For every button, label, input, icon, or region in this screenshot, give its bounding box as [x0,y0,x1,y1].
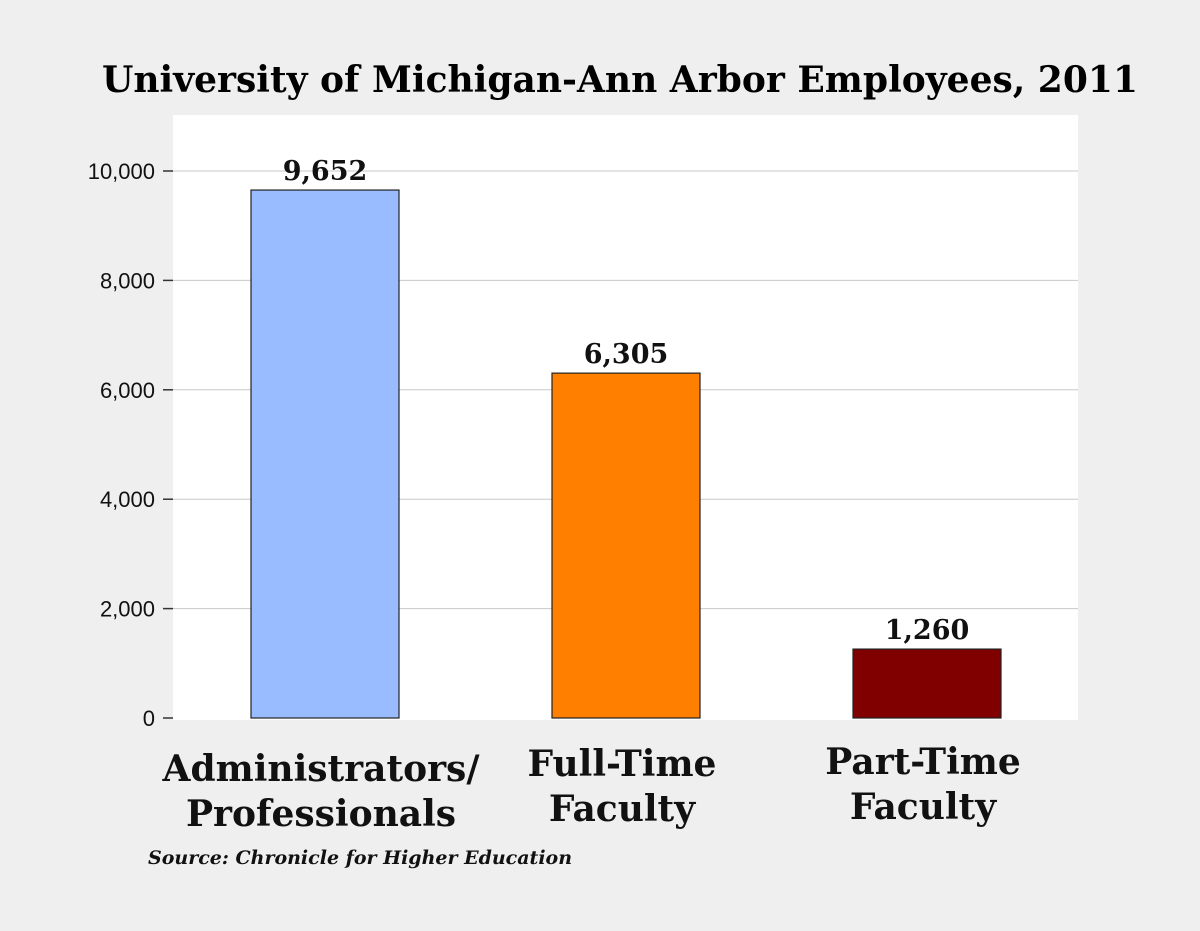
data-label: 9,652 [283,156,368,187]
y-tick-label: 6,000 [100,378,155,403]
value-labels: 9,652 6,305 1,260 [283,156,970,646]
y-tick-label: 10,000 [88,159,155,184]
bar [852,648,1002,719]
y-axis: 0 2,000 4,000 6,000 8,000 10,000 [88,159,173,731]
bars [250,189,1002,719]
x-tick-label: Part-Time [825,741,1020,783]
data-label: 6,305 [584,339,669,370]
data-label: 1,260 [885,615,970,646]
source-note: Source: Chronicle for Higher Education [148,847,572,869]
x-tick-label: Full-Time [528,743,717,785]
chart-title: University of Michigan-Ann Arbor Employe… [102,59,1138,101]
x-axis: Administrators/ProfessionalsFull-TimeFac… [162,741,1021,835]
y-tick-label: 8,000 [100,268,155,293]
bar [250,189,400,719]
x-tick-label: Administrators/ [162,748,481,790]
y-tick-label: 0 [143,706,155,731]
y-tick-label: 2,000 [100,597,155,622]
x-tick-label: Professionals [186,793,456,835]
x-tick-label: Faculty [549,788,696,830]
x-tick-label: Faculty [850,786,997,828]
bar [551,372,701,719]
y-tick-label: 4,000 [100,487,155,512]
